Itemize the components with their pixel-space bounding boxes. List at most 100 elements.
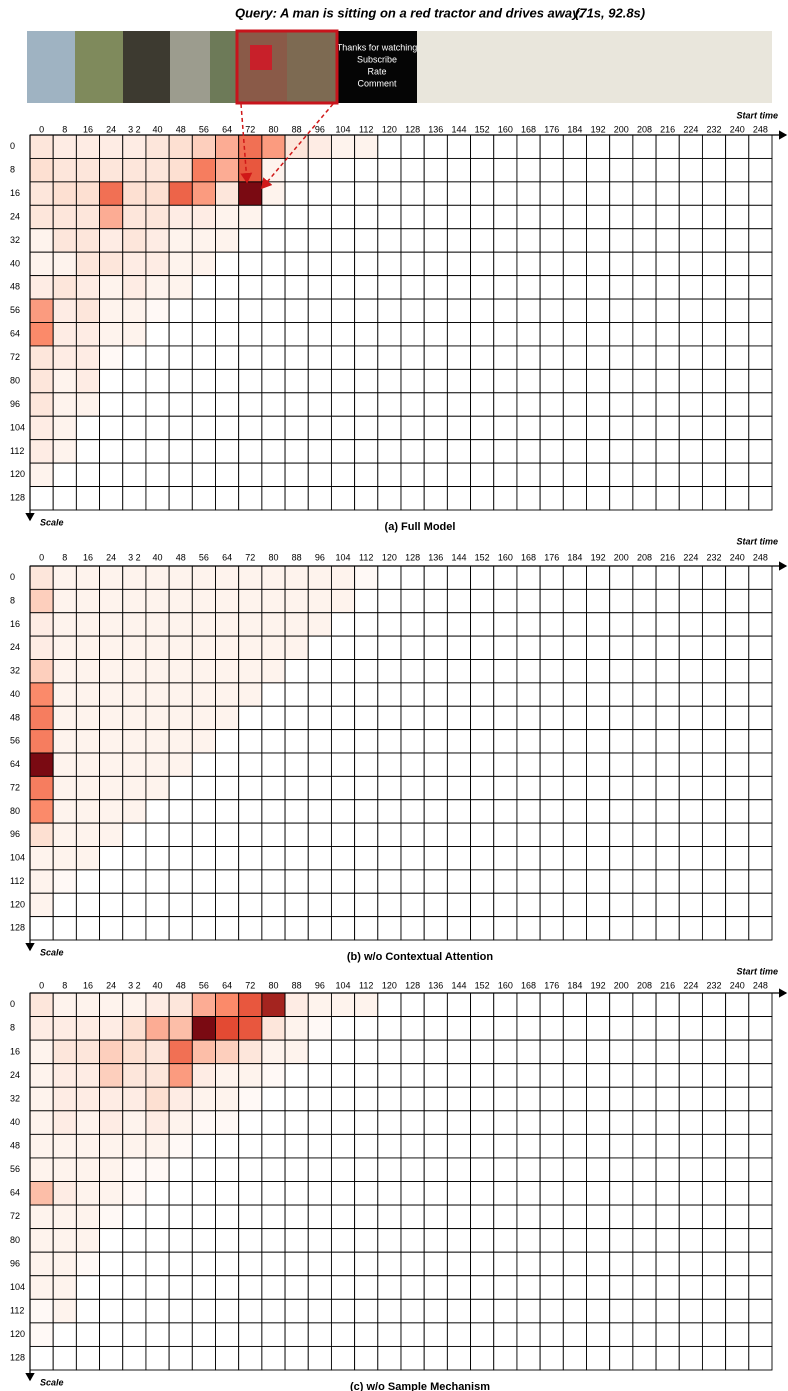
heat-cell	[632, 1322, 657, 1347]
heat-cell	[562, 1086, 587, 1112]
heat-cell	[122, 439, 147, 464]
x-tick-label: 168	[521, 124, 536, 134]
heat-cell	[539, 682, 564, 707]
heat-cell	[261, 415, 286, 441]
heat-cell	[539, 1204, 564, 1230]
heat-cell	[446, 486, 472, 511]
heat-cell	[493, 822, 518, 847]
heat-cell	[307, 1228, 332, 1253]
heat-cell	[609, 892, 634, 918]
heat-cell	[307, 462, 332, 488]
heat-cell	[423, 462, 448, 488]
heat-cell	[493, 729, 518, 754]
x-tick-label: 216	[660, 980, 675, 990]
heat-cell	[493, 204, 518, 230]
heat-cell	[446, 298, 472, 323]
y-tick-label: 0	[10, 999, 15, 1009]
heat-cell	[400, 345, 425, 370]
heat-cell	[330, 1322, 356, 1347]
heat-cell	[377, 752, 402, 777]
heat-cell	[400, 659, 425, 684]
heat-cell	[330, 588, 356, 614]
heat-cell	[539, 775, 564, 801]
pointer-arrow	[240, 103, 253, 184]
heat-cell	[99, 846, 124, 871]
y-tick-label: 80	[10, 806, 20, 816]
heat-cell	[400, 486, 425, 511]
heat-cell	[75, 251, 101, 277]
heat-cell	[29, 157, 54, 183]
heat-cell	[586, 846, 611, 871]
heat-cell	[168, 298, 193, 323]
x-tick-label: 240	[730, 552, 745, 562]
heat-cell	[75, 1181, 101, 1206]
heat-cell	[261, 1039, 286, 1065]
heat-cell	[330, 1251, 356, 1277]
heat-cell	[29, 659, 54, 684]
heat-cell	[215, 322, 240, 347]
heat-cell	[238, 275, 263, 300]
heat-cell	[215, 869, 240, 894]
heat-cell	[99, 1181, 124, 1206]
heat-cell	[678, 822, 703, 847]
heat-cell	[609, 659, 634, 684]
heat-cell	[215, 181, 240, 206]
heat-cell	[238, 1251, 263, 1277]
heat-cell	[284, 1275, 309, 1300]
heat-cell	[354, 462, 379, 488]
x-tick-label: 112	[359, 980, 373, 990]
heat-cell	[655, 892, 680, 918]
heat-cell	[423, 1063, 448, 1088]
heat-cell	[377, 415, 402, 441]
heat-cell	[493, 1157, 518, 1182]
x-tick-label: 104	[336, 552, 351, 562]
heat-cell	[539, 157, 564, 183]
heat-cell	[215, 486, 240, 511]
heat-cell	[655, 635, 680, 660]
heat-cell	[609, 1228, 634, 1253]
heat-cell	[307, 1063, 332, 1088]
y-tick-label: 72	[10, 1211, 20, 1221]
heat-cell	[470, 846, 495, 871]
heat-cell	[678, 705, 703, 731]
heat-cell	[701, 204, 727, 230]
heat-cell	[725, 415, 750, 441]
heat-cell	[75, 228, 101, 253]
heat-cell	[446, 822, 472, 847]
heat-cell	[99, 565, 124, 590]
heat-cell	[330, 1181, 356, 1206]
heat-cell	[75, 729, 101, 754]
heat-cell	[145, 392, 170, 417]
heat-cell	[470, 588, 495, 614]
heat-cell	[122, 1345, 147, 1371]
heat-cell	[516, 322, 541, 347]
heat-cell	[261, 228, 286, 253]
heat-cell	[52, 275, 77, 300]
heat-cell	[516, 846, 541, 871]
heat-cell	[261, 1228, 286, 1253]
heat-cell	[261, 1133, 286, 1159]
heat-cell	[168, 345, 193, 370]
heat-cell	[145, 462, 170, 488]
heat-cell	[52, 916, 77, 941]
heat-cell	[516, 345, 541, 370]
heat-cell	[701, 1016, 727, 1041]
heat-cell	[145, 1016, 170, 1041]
heat-cell	[377, 1298, 402, 1324]
heat-cell	[632, 204, 657, 230]
heat-cell	[539, 1345, 564, 1371]
heat-cell	[470, 251, 495, 277]
heat-cell	[655, 1063, 680, 1088]
heat-cell	[261, 439, 286, 464]
heat-cell	[609, 1016, 634, 1041]
heat-cell	[609, 1298, 634, 1324]
heat-cell	[261, 181, 286, 206]
heat-cell	[423, 1228, 448, 1253]
heat-cell	[493, 1039, 518, 1065]
heat-cell	[307, 181, 332, 206]
heat-cell	[632, 275, 657, 300]
heat-cell	[632, 1345, 657, 1371]
heat-cell	[586, 345, 611, 370]
heat-cell	[29, 799, 54, 824]
heat-cell	[400, 1251, 425, 1277]
